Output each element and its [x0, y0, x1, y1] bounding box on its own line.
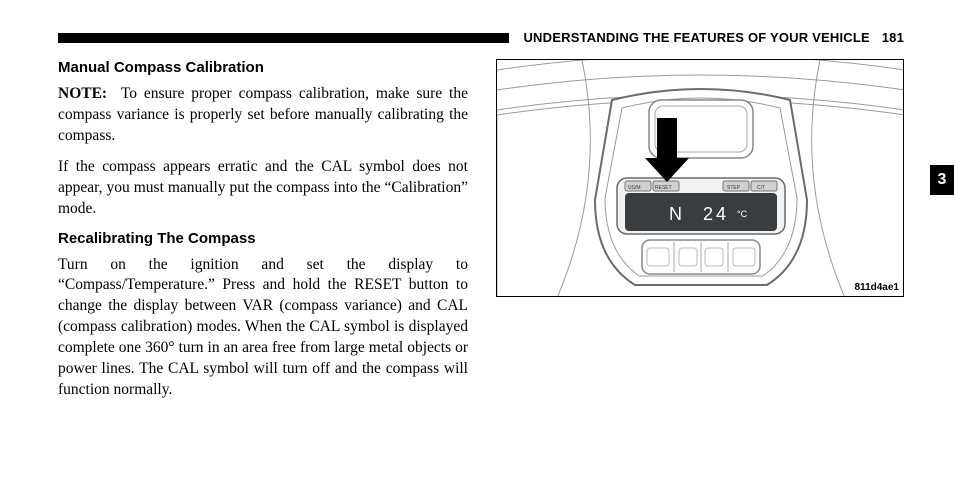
lcd-direction: N [669, 204, 684, 224]
header-rule [58, 33, 509, 43]
lcd-temp: 24 [703, 204, 729, 224]
header-title-text: UNDERSTANDING THE FEATURES OF YOUR VEHIC… [523, 30, 869, 45]
header-title: UNDERSTANDING THE FEATURES OF YOUR VEHIC… [523, 30, 904, 45]
page-header: UNDERSTANDING THE FEATURES OF YOUR VEHIC… [58, 30, 904, 45]
heading-recalibrating: Recalibrating The Compass [58, 230, 468, 247]
btn-ct: C/T [757, 185, 765, 191]
note-text: To ensure proper compass calibration, ma… [58, 85, 468, 144]
btn-usm: US/M [628, 185, 641, 191]
btn-step: STEP [727, 185, 741, 191]
note-paragraph: NOTE: To ensure proper compass calibrati… [58, 84, 468, 147]
page-number: 181 [882, 30, 904, 45]
text-column: Manual Compass Calibration NOTE: To ensu… [58, 59, 468, 411]
section-tab: 3 [930, 165, 954, 195]
btn-reset: RESET [655, 185, 672, 191]
heading-manual-calibration: Manual Compass Calibration [58, 59, 468, 76]
paragraph-recalibrate: Turn on the ignition and set the display… [58, 255, 468, 401]
lcd-unit: °C [737, 209, 748, 219]
note-label: NOTE: [58, 85, 107, 102]
overhead-console-illustration: N 24 °C US/M RESET STEP C/T [497, 60, 904, 297]
paragraph-erratic: If the compass appears erratic and the C… [58, 157, 468, 220]
figure-id: 811d4ae1 [855, 282, 900, 293]
figure-column: N 24 °C US/M RESET STEP C/T [496, 59, 904, 411]
compass-figure: N 24 °C US/M RESET STEP C/T [496, 59, 904, 297]
